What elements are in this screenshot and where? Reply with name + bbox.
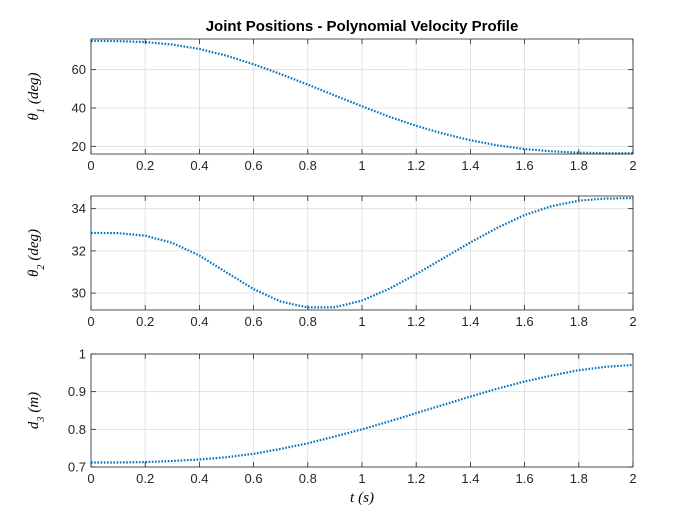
figure-title: Joint Positions - Polynomial Velocity Pr… bbox=[206, 18, 519, 35]
x-tick-label: 1.2 bbox=[407, 158, 425, 173]
x-tick-label: 1 bbox=[358, 158, 365, 173]
y-tick-label: 0.9 bbox=[68, 384, 86, 399]
subplot-3: 0 0.2 0.4 0.6 0.8 1 1.2 1.4 1.6 1.8 2 0.7 0.8 0.9 1 d3(… bbox=[26, 347, 637, 507]
y-tick-label: 0.8 bbox=[68, 422, 86, 437]
y-tick-label: 30 bbox=[72, 286, 86, 301]
x-tick-label: 0.8 bbox=[299, 314, 317, 329]
y-axis-label: θ2(deg) bbox=[26, 229, 47, 277]
x-tick-label: 1.4 bbox=[461, 314, 479, 329]
x-tick-label: 1.4 bbox=[461, 158, 479, 173]
x-tick-label: 1.2 bbox=[407, 471, 425, 486]
x-tick-label: 0 bbox=[87, 158, 94, 173]
x-tick-label: 0.2 bbox=[136, 314, 154, 329]
y-tick-label: 32 bbox=[72, 243, 86, 258]
subplot-2: 0 0.2 0.4 0.6 0.8 1 1.2 1.4 1.6 1.8 2 30 32 34 θ2(deg) bbox=[26, 195, 637, 329]
x-tick-label: 0.6 bbox=[245, 158, 263, 173]
y-tick-label: 20 bbox=[72, 139, 86, 154]
x-tick-label: 1.8 bbox=[570, 158, 588, 173]
x-tick-label: 2 bbox=[629, 314, 636, 329]
series-line bbox=[90, 197, 634, 309]
x-tick-label: 0.4 bbox=[190, 314, 208, 329]
x-tick-label: 1.6 bbox=[516, 471, 534, 486]
x-tick-label: 2 bbox=[629, 471, 636, 486]
x-tick-label: 0.4 bbox=[190, 158, 208, 173]
subplot-1: 0 0.2 0.4 0.6 0.8 1 1.2 1.4 1.6 1.8 2 20 40 60 θ1(deg) bbox=[26, 38, 637, 173]
y-tick-label: 60 bbox=[72, 62, 86, 77]
series-line bbox=[91, 363, 634, 464]
x-tick-label: 0.6 bbox=[245, 314, 263, 329]
x-tick-label: 0.2 bbox=[136, 158, 154, 173]
x-tick-label: 1 bbox=[358, 314, 365, 329]
x-tick-label: 0.4 bbox=[190, 471, 208, 486]
x-tick-label: 1.2 bbox=[407, 314, 425, 329]
x-tick-label: 0.2 bbox=[136, 471, 154, 486]
x-axis-label: t (s) bbox=[350, 490, 374, 506]
x-tick-label: 0 bbox=[87, 471, 94, 486]
x-tick-label: 1.8 bbox=[570, 314, 588, 329]
x-tick-label: 1 bbox=[358, 471, 365, 486]
subplots: 0 0.2 0.4 0.6 0.8 1 1.2 1.4 1.6 1.8 2204060θ1(deg)… bbox=[26, 38, 637, 507]
x-tick-label: 0.6 bbox=[245, 471, 263, 486]
y-axis-label: d3(m) bbox=[26, 392, 47, 429]
x-tick-label: 0 bbox=[87, 314, 94, 329]
y-axis-label: θ1(deg) bbox=[26, 72, 47, 120]
y-tick-label: 40 bbox=[72, 101, 86, 116]
y-tick-label: 1 bbox=[79, 347, 86, 362]
x-tick-label: 2 bbox=[629, 158, 636, 173]
series-line bbox=[90, 39, 633, 155]
y-tick-label: 34 bbox=[72, 201, 86, 216]
x-tick-label: 1.6 bbox=[516, 158, 534, 173]
x-tick-label: 0.8 bbox=[299, 158, 317, 173]
x-tick-label: 1.4 bbox=[461, 471, 479, 486]
x-tick-label: 0.8 bbox=[299, 471, 317, 486]
y-tick-label: 0.7 bbox=[68, 460, 86, 475]
x-tick-label: 1.8 bbox=[570, 471, 588, 486]
x-tick-label: 1.6 bbox=[516, 314, 534, 329]
